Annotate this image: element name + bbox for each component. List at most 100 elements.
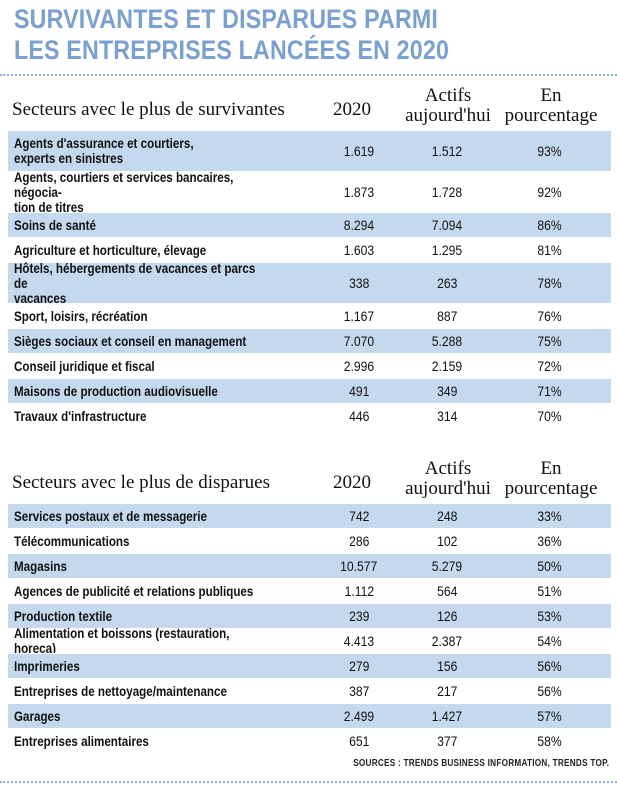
cell-pourcentage-value: 58% <box>537 733 563 749</box>
cell-pourcentage-value: 76% <box>537 308 563 324</box>
cell-2020-value: 1.603 <box>343 242 375 258</box>
cell-actifs: 2.159 <box>408 354 486 378</box>
cell-sector-line: Agents d'assurance et courtiers, <box>14 136 194 151</box>
cell-sector-line: Soins de santé <box>14 217 96 233</box>
cell-2020: 1.167 <box>324 304 394 328</box>
cell-actifs-value: 5.279 <box>431 558 463 574</box>
cell-sector: Maisons de production audiovisuelle <box>14 379 272 403</box>
cell-pourcentage-value: 51% <box>537 583 563 599</box>
cell-2020: 651 <box>324 729 394 753</box>
cell-2020-value: 10.577 <box>340 558 378 574</box>
cell-actifs-value: 1.295 <box>431 242 463 258</box>
cell-sector-line: Télécommunications <box>14 533 130 549</box>
table-row: Agents, courtiers et services bancaires,… <box>8 170 611 215</box>
cell-actifs-value: 156 <box>436 658 458 674</box>
table-row: Magasins 10.577 5.279 50% <box>8 553 611 578</box>
cell-2020-value: 338 <box>348 275 370 291</box>
table-row: Entreprises alimentaires 651 377 58% <box>8 728 611 753</box>
cell-actifs-value: 5.288 <box>431 333 463 349</box>
column-header-actifs: Actifs aujourd'hui <box>388 459 508 499</box>
table-row: Alimentation et boissons (restauration, … <box>8 626 611 656</box>
cell-actifs: 349 <box>408 379 486 403</box>
cell-actifs-value: 1.512 <box>431 143 463 159</box>
table-row: Hôtels, hébergements de vacances et parc… <box>8 261 611 306</box>
cell-pourcentage-value: 50% <box>537 558 563 574</box>
title-line-1: SURVIVANTES ET DISPARUES PARMI <box>14 4 439 34</box>
cell-sector-line: Services postaux et de messagerie <box>14 508 207 524</box>
cell-2020: 1.619 <box>324 131 394 171</box>
cell-pourcentage-value: 78% <box>537 275 563 291</box>
cell-2020-value: 2.499 <box>343 708 375 724</box>
cell-pourcentage: 71% <box>511 379 589 403</box>
cell-2020-value: 1.112 <box>344 583 374 599</box>
cell-2020-value: 279 <box>348 658 370 674</box>
cell-pourcentage: 57% <box>511 704 589 728</box>
cell-pourcentage-value: 56% <box>537 658 563 674</box>
cell-sector-line: Agences de publicité et relations publiq… <box>14 583 254 599</box>
cell-sector: Entreprises alimentaires <box>14 729 272 753</box>
table-row: Sièges sociaux et conseil en management 7… <box>8 328 611 353</box>
cell-sector: Agents, courtiers et services bancaires,… <box>14 170 272 215</box>
cell-sector: Télécommunications <box>14 529 272 553</box>
cell-sector-line: Alimentation et boissons (restauration, … <box>14 626 230 656</box>
cell-sector-line: Entreprises de nettoyage/maintenance <box>14 683 227 699</box>
title-line-2: LES ENTREPRISES LANCÉES EN 2020 <box>14 35 450 65</box>
cell-actifs: 7.094 <box>408 213 486 237</box>
cell-pourcentage: 75% <box>511 329 589 353</box>
cell-2020-value: 1.167 <box>343 308 375 324</box>
cell-2020: 338 <box>324 263 394 303</box>
cell-sector: Conseil juridique et fiscal <box>14 354 272 378</box>
cell-sector-line: Imprimeries <box>14 658 80 674</box>
cell-sector: Sièges sociaux et conseil en management <box>14 329 272 353</box>
cell-pourcentage-value: 92% <box>537 184 563 200</box>
cell-actifs: 5.279 <box>408 554 486 578</box>
cell-2020-value: 1.619 <box>343 143 375 159</box>
table-row: Maisons de production audiovisuelle 491 34… <box>8 378 611 403</box>
cell-sector: Agences de publicité et relations publiq… <box>14 579 272 603</box>
survivors-table: Secteurs avec le plus de survivantes 2020… <box>8 80 611 428</box>
table-row: Télécommunications 286 102 36% <box>8 528 611 553</box>
column-header-pourcentage-line: pourcentage <box>504 478 598 499</box>
cell-2020-value: 7.070 <box>343 333 375 349</box>
cell-pourcentage: 56% <box>511 679 589 703</box>
cell-pourcentage: 50% <box>511 554 589 578</box>
table-row: Agriculture et horticulture, élevage 1.60… <box>8 237 611 262</box>
cell-2020-value: 651 <box>348 733 370 749</box>
cell-pourcentage-value: 72% <box>537 358 563 374</box>
cell-actifs: 1.295 <box>408 238 486 262</box>
cell-actifs-value: 126 <box>436 608 458 624</box>
sources-note: SOURCES : TRENDS BUSINESS INFORMATION, T… <box>352 758 609 769</box>
cell-sector: Magasins <box>14 554 272 578</box>
cell-actifs-value: 887 <box>436 308 458 324</box>
cell-sector: Services postaux et de messagerie <box>14 504 272 528</box>
cell-2020: 1.603 <box>324 238 394 262</box>
cell-pourcentage: 36% <box>511 529 589 553</box>
cell-2020: 742 <box>324 504 394 528</box>
column-header-pourcentage-line: pourcentage <box>504 105 598 126</box>
cell-pourcentage-value: 93% <box>537 143 563 159</box>
cell-actifs-value: 1.728 <box>431 184 463 200</box>
cell-2020-value: 491 <box>348 383 370 399</box>
column-header-sector: Secteurs avec le plus de survivantes <box>12 99 285 120</box>
table-row: Conseil juridique et fiscal 2.996 2.159 72% <box>8 353 611 378</box>
column-header-actifs: Actifs aujourd'hui <box>388 86 508 126</box>
cell-2020: 8.294 <box>324 213 394 237</box>
cell-sector-line: vacances <box>14 290 67 306</box>
cell-actifs: 1.427 <box>408 704 486 728</box>
cell-pourcentage: 78% <box>511 263 589 303</box>
column-header-actifs-line: Actifs <box>424 458 472 479</box>
cell-2020-value: 4.413 <box>343 633 375 649</box>
cell-pourcentage-value: 33% <box>537 508 563 524</box>
cell-pourcentage-value: 71% <box>537 383 563 399</box>
cell-pourcentage-value: 75% <box>537 333 563 349</box>
cell-2020: 239 <box>324 604 394 628</box>
cell-actifs: 1.512 <box>408 131 486 171</box>
cell-2020: 4.413 <box>324 629 394 653</box>
disappeared-table-header: Secteurs avec le plus de disparues 2020 Ac… <box>8 453 611 503</box>
cell-actifs-value: 2.159 <box>431 358 463 374</box>
cell-actifs-value: 217 <box>436 683 458 699</box>
cell-2020: 1.873 <box>324 172 394 212</box>
cell-pourcentage-value: 81% <box>537 242 563 258</box>
cell-pourcentage: 81% <box>511 238 589 262</box>
cell-sector: Alimentation et boissons (restauration, … <box>14 626 272 656</box>
